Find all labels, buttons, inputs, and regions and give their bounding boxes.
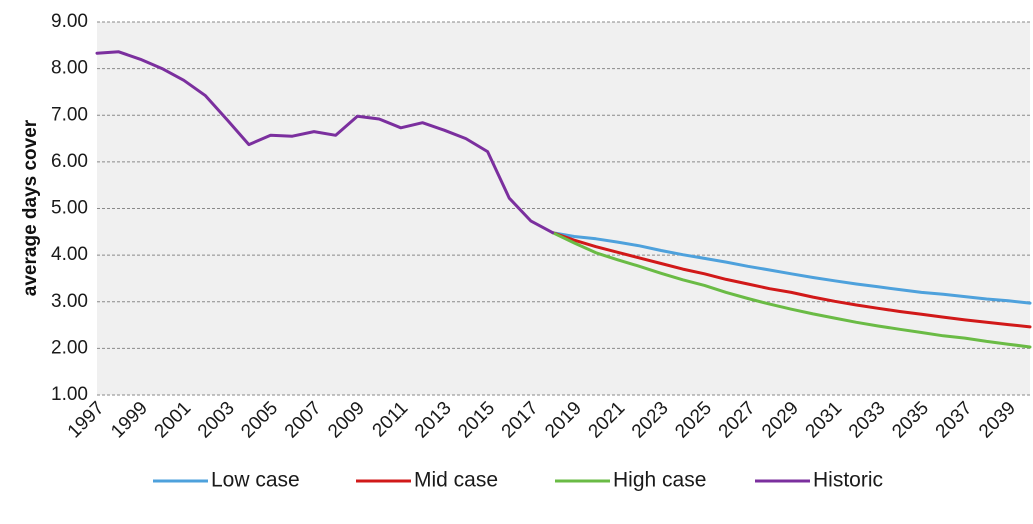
y-tick-label: 7.00 (51, 104, 88, 125)
x-tick-label: 2033 (845, 398, 890, 443)
series-line-high-case (551, 231, 1032, 349)
y-tick-label: 2.00 (51, 337, 88, 358)
x-tick-label: 2013 (411, 398, 456, 443)
x-tick-label: 2029 (758, 398, 803, 443)
series-line-mid-case (551, 231, 1032, 329)
y-tick-label: 1.00 (51, 384, 88, 405)
x-tick-label: 2021 (585, 398, 630, 443)
x-tick-label: 2003 (194, 398, 239, 443)
y-tick-label: 8.00 (51, 58, 88, 79)
legend: Low case Mid case High case Historic (153, 469, 883, 492)
y-tick-label: 3.00 (51, 291, 88, 312)
x-tick-label: 2037 (932, 398, 977, 443)
series-lines (95, 50, 1032, 349)
y-axis-ticks: 1.00 2.00 3.00 4.00 5.00 6.00 7.00 8.00 9.00 (51, 11, 88, 405)
x-tick-label: 2017 (498, 398, 543, 443)
y-tick-label: 6.00 (51, 151, 88, 172)
y-tick-label: 9.00 (51, 11, 88, 32)
x-tick-label: 2023 (628, 398, 673, 443)
x-tick-label: 2019 (541, 398, 586, 443)
x-tick-label: 2005 (237, 398, 282, 443)
x-tick-label: 2015 (454, 398, 499, 443)
legend-label-low-case: Low case (211, 469, 300, 492)
y-tick-label: 4.00 (51, 244, 88, 265)
series-line-low-case (551, 231, 1032, 305)
y-tick-label: 5.00 (51, 198, 88, 219)
x-tick-label: 2011 (369, 398, 413, 442)
x-tick-label: 1999 (107, 398, 152, 443)
x-tick-label: 2031 (802, 398, 847, 443)
x-tick-label: 2001 (151, 398, 196, 443)
x-tick-label: 2039 (975, 398, 1020, 443)
legend-label-historic: Historic (813, 469, 883, 492)
x-tick-label: 2007 (281, 398, 326, 443)
legend-label-high-case: High case (613, 469, 706, 492)
gridlines (97, 21, 1030, 396)
series-line-historic (95, 50, 555, 235)
x-tick-label: 2009 (324, 398, 369, 443)
legend-label-mid-case: Mid case (414, 469, 498, 492)
x-tick-label: 2025 (671, 398, 716, 443)
x-tick-label: 2027 (715, 398, 760, 443)
y-axis-label: average days cover (20, 119, 41, 296)
x-tick-label: 2035 (888, 398, 933, 443)
